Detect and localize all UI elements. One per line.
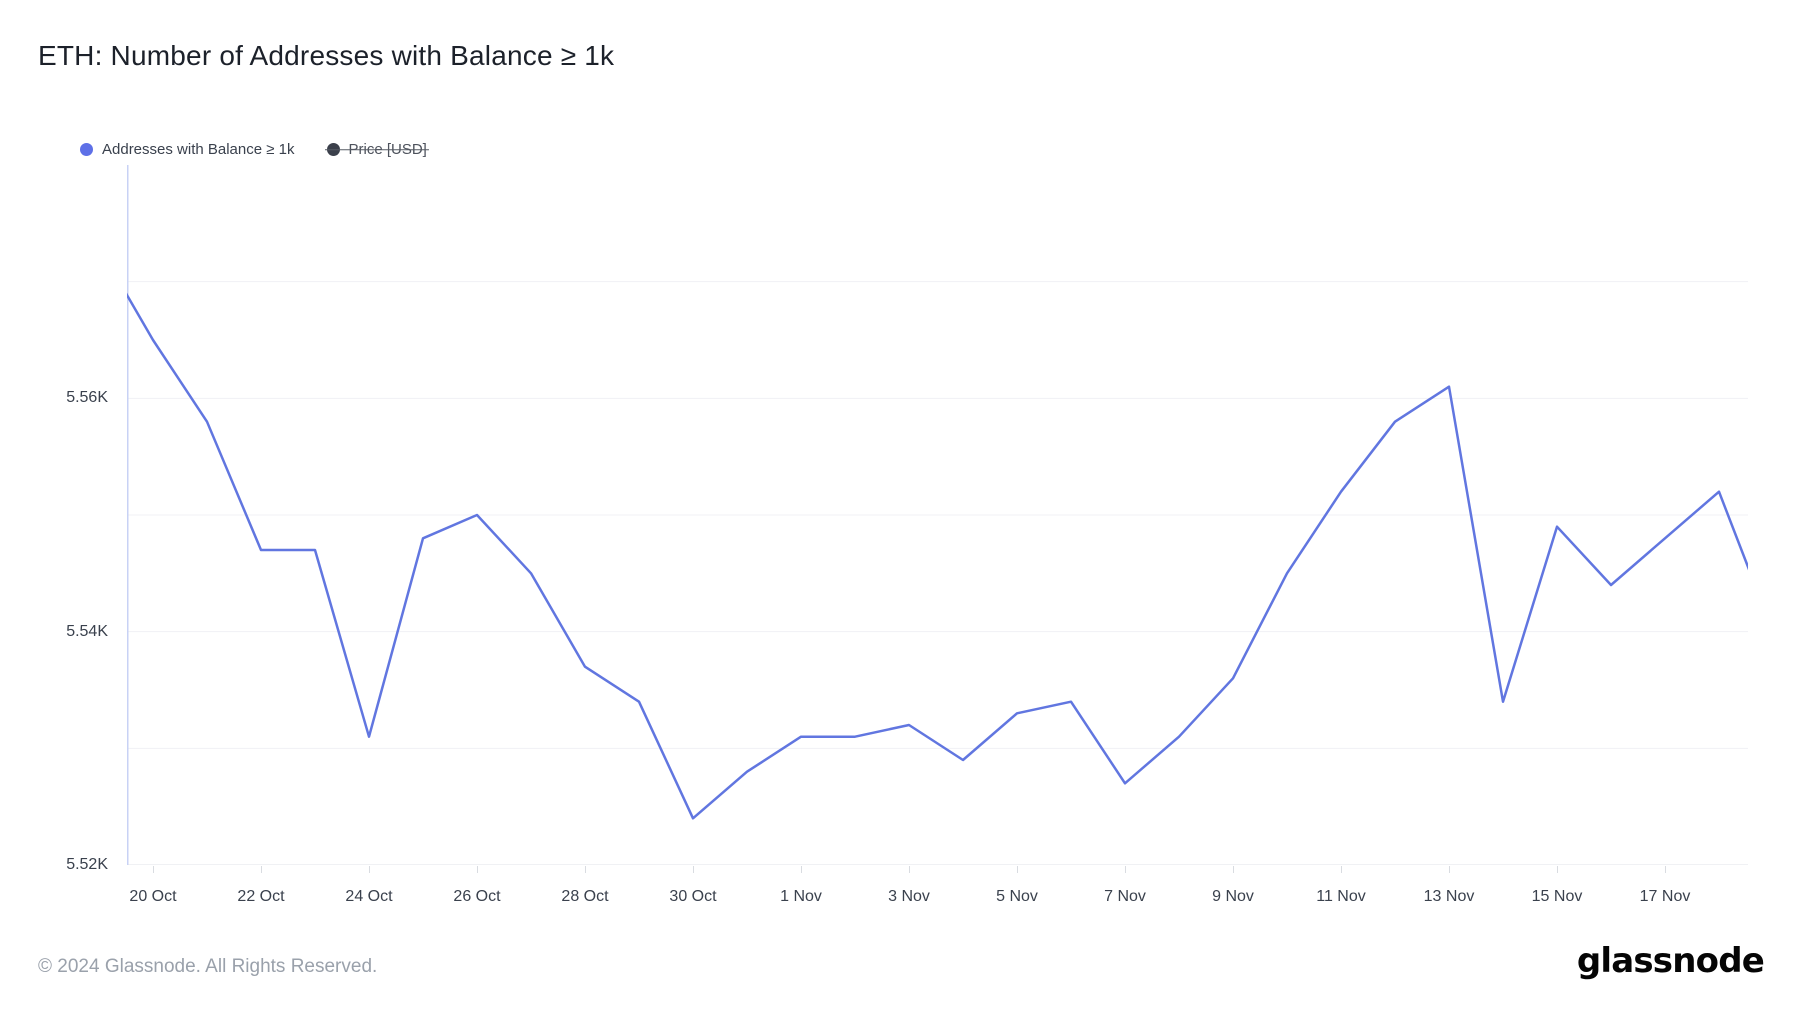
x-axis-label: 13 Nov (1423, 888, 1475, 905)
x-axis-tick (152, 866, 154, 873)
x-axis-label: 24 Oct (345, 888, 393, 905)
legend-item-label: Addresses with Balance ≥ 1k (102, 141, 295, 158)
x-axis-label: 1 Nov (780, 888, 822, 905)
legend: Addresses with Balance ≥ 1k Price [USD] (80, 139, 427, 160)
x-axis-label: 20 Oct (129, 888, 177, 905)
x-axis-tick (476, 866, 478, 873)
x-axis-label: 3 Nov (888, 888, 930, 905)
x-axis-tick (1232, 866, 1234, 873)
x-axis-tick (260, 866, 262, 873)
legend-item-price[interactable]: Price [USD] (326, 141, 427, 158)
x-axis-tick (1664, 866, 1666, 873)
x-axis-label: 15 Nov (1531, 888, 1583, 905)
x-axis-label: 11 Nov (1316, 888, 1366, 905)
x-axis-tick (368, 866, 370, 873)
x-axis-tick (1340, 866, 1342, 873)
x-axis-label: 28 Oct (561, 888, 609, 905)
x-axis-tick (584, 866, 586, 873)
x-axis-tick (1448, 866, 1450, 873)
addresses-series-line (127, 292, 1748, 820)
x-axis-tick (1556, 866, 1558, 873)
copyright-text: © 2024 Glassnode. All Rights Reserved. (38, 956, 378, 977)
series-dot-icon (326, 143, 340, 156)
x-axis-label: 17 Nov (1639, 888, 1691, 905)
legend-item-label: Price [USD] (348, 141, 427, 158)
x-axis-label: 9 Nov (1212, 888, 1254, 905)
chart-plot-area[interactable] (127, 165, 1748, 865)
x-axis-tick (1016, 866, 1018, 873)
x-axis-tick (800, 866, 802, 873)
series-dot-icon (80, 143, 93, 156)
x-axis-label: 7 Nov (1104, 888, 1146, 905)
y-axis-label: 5.56K (66, 389, 108, 407)
y-axis-label: 5.54K (66, 622, 108, 640)
glassnode-logo: glassnode (1576, 941, 1765, 981)
x-axis-label: 30 Oct (669, 888, 717, 905)
x-axis-tick (1124, 866, 1126, 873)
x-axis-label: 5 Nov (996, 888, 1038, 905)
x-axis-label: 22 Oct (237, 888, 285, 905)
x-axis-tick (908, 866, 910, 873)
legend-item-addresses[interactable]: Addresses with Balance ≥ 1k (80, 141, 295, 158)
chart-title: ETH: Number of Addresses with Balance ≥ … (38, 40, 615, 71)
x-axis-tick (692, 866, 694, 873)
x-axis-label: 26 Oct (453, 888, 501, 905)
y-axis-label: 5.52K (66, 856, 108, 873)
